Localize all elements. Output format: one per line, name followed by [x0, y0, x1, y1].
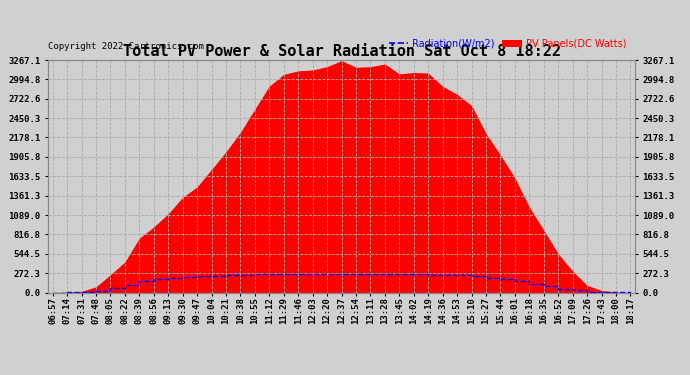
Title: Total PV Power & Solar Radiation Sat Oct 8 18:22: Total PV Power & Solar Radiation Sat Oct…: [123, 44, 560, 59]
Legend: Radiation(W/m2), PV Panels(DC Watts): Radiation(W/m2), PV Panels(DC Watts): [385, 34, 630, 53]
Text: Copyright 2022 Cartronics.com: Copyright 2022 Cartronics.com: [48, 42, 204, 51]
